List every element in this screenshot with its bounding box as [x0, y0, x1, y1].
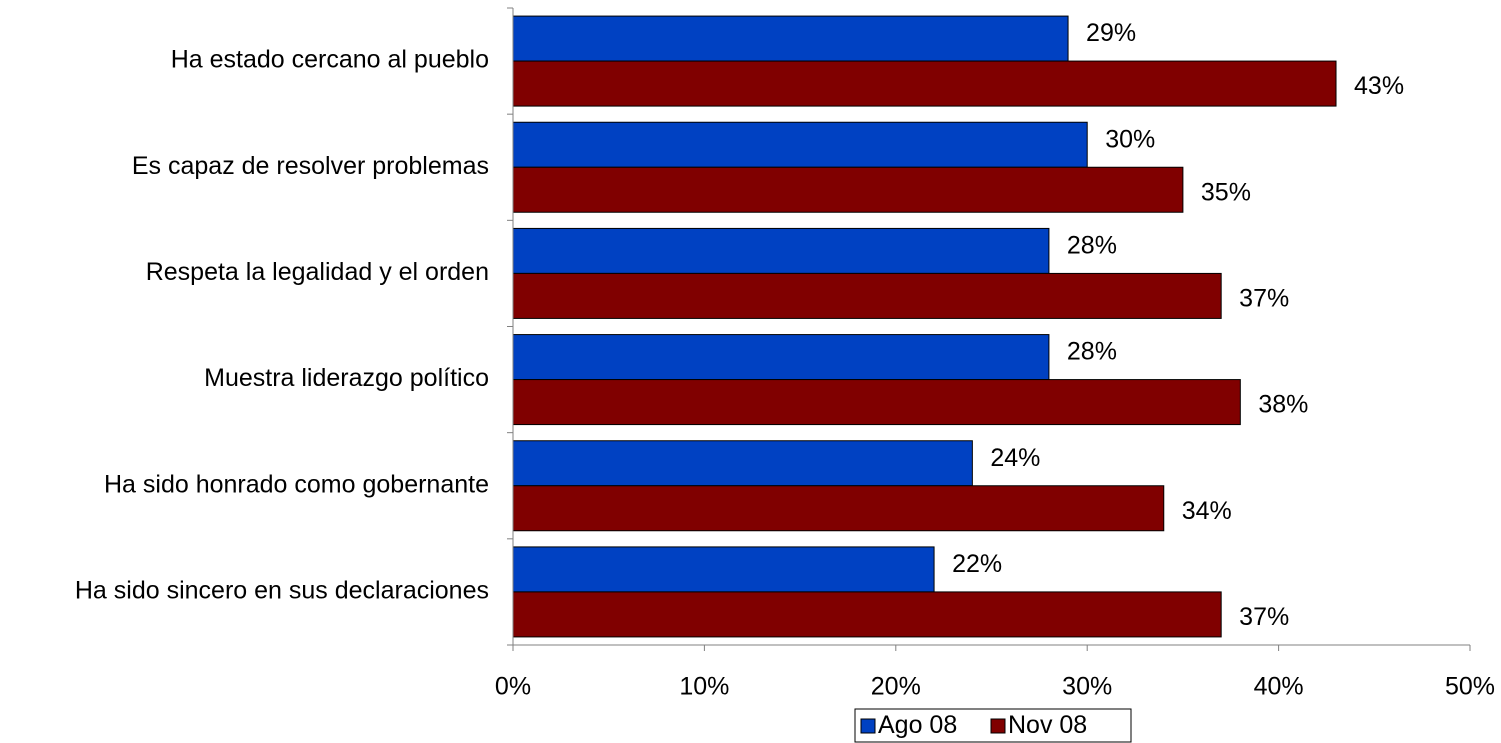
bar-nov-08	[512, 591, 1222, 638]
category-label: Ha estado cercano al pueblo	[171, 46, 489, 74]
data-label: 37%	[1239, 603, 1289, 631]
category-label: Ha sido sincero en sus declaraciones	[75, 577, 489, 605]
data-label: 38%	[1258, 391, 1308, 419]
x-tick-label: 40%	[1254, 673, 1304, 701]
bars-layer	[512, 15, 1337, 638]
data-label: 22%	[952, 550, 1002, 578]
category-label: Respeta la legalidad y el orden	[146, 258, 489, 286]
data-label: 28%	[1067, 232, 1117, 260]
data-label: 43%	[1354, 72, 1404, 100]
data-label: 37%	[1239, 285, 1289, 313]
bar-ago-08	[512, 546, 935, 593]
x-tick-label: 20%	[871, 673, 921, 701]
bar-ago-08	[512, 440, 973, 487]
category-label: Muestra liderazgo político	[204, 364, 489, 392]
labels-layer: Ha estado cercano al pueblo 29% 43% Es capa…	[75, 19, 1495, 700]
data-label: 35%	[1201, 178, 1251, 206]
legend-label: Ago 08	[878, 711, 957, 739]
legend-swatch	[860, 718, 876, 734]
bar-ago-08	[512, 334, 1050, 381]
bar-nov-08	[512, 60, 1337, 107]
bar-ago-08	[512, 227, 1050, 274]
bar-nov-08	[512, 485, 1165, 532]
bar-nov-08	[512, 379, 1241, 426]
bar-nov-08	[512, 166, 1184, 213]
x-tick-label: 50%	[1445, 673, 1495, 701]
data-label: 34%	[1182, 497, 1232, 525]
legend-label: Nov 08	[1008, 711, 1087, 739]
data-label: 24%	[990, 444, 1040, 472]
category-label: Ha sido honrado como gobernante	[104, 470, 489, 498]
data-label: 30%	[1105, 125, 1155, 153]
legend-swatch	[990, 718, 1006, 734]
legend: Ago 08 Nov 08	[854, 708, 1132, 743]
data-label: 28%	[1067, 338, 1117, 366]
data-label: 29%	[1086, 19, 1136, 47]
bar-ago-08	[512, 121, 1088, 168]
bar-ago-08	[512, 15, 1069, 62]
category-label: Es capaz de resolver problemas	[132, 152, 489, 180]
bar-nov-08	[512, 272, 1222, 319]
x-tick-label: 0%	[495, 673, 531, 701]
x-tick-label: 30%	[1062, 673, 1112, 701]
axes-layer	[507, 7, 1471, 651]
x-tick-label: 10%	[679, 673, 729, 701]
